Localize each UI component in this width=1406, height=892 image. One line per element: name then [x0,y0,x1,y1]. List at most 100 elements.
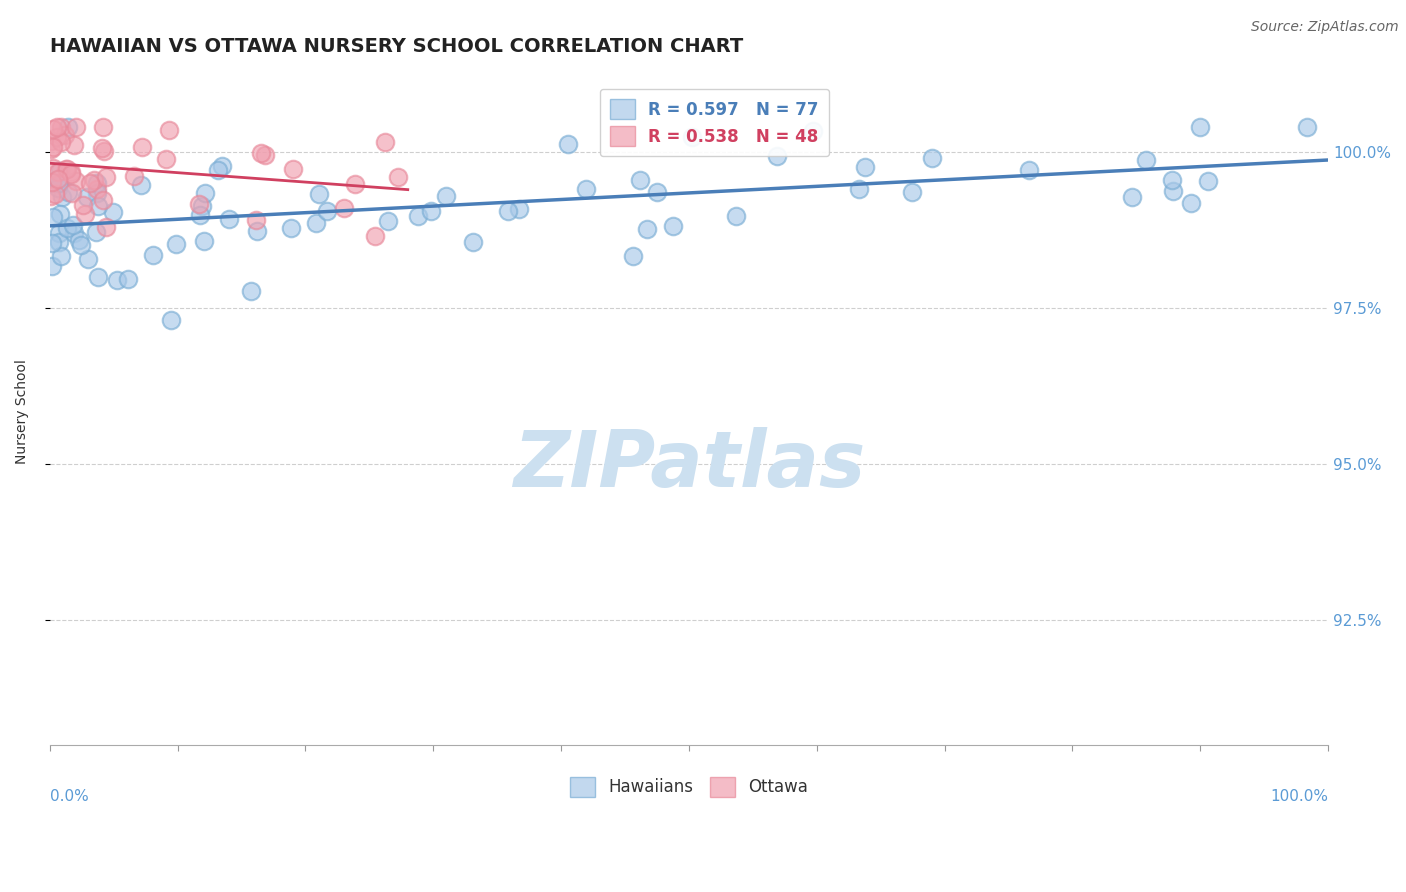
Point [131,139,153,153]
Legend: Hawaiians, Ottawa: Hawaiians, Ottawa [564,770,814,804]
Point [193,186,215,200]
Point [39,142,62,156]
Point [1018,163,1040,178]
Point [280,220,302,235]
Point [76,190,98,204]
Point [46,129,69,144]
Point [48,176,70,190]
Point [628,172,651,186]
Point [188,197,211,211]
Point [343,178,366,192]
Point [41,189,63,203]
Point [105,273,128,287]
Text: ZIPatlas: ZIPatlas [513,426,865,503]
Point [281,162,304,177]
Point [87,270,110,285]
Point [84,226,107,240]
Point [48,235,70,249]
Point [374,135,396,149]
Point [41,259,63,273]
Point [645,186,668,200]
Point [1180,196,1202,211]
Point [39,134,62,148]
Text: Source: ZipAtlas.com: Source: ZipAtlas.com [1251,20,1399,34]
Point [46,120,69,135]
Point [60,186,83,200]
Point [94,170,117,185]
Point [42,176,65,190]
Point [1121,190,1143,204]
Point [901,186,924,200]
Point [44,187,66,202]
Point [377,214,399,228]
Point [1161,185,1184,199]
Point [51,189,73,203]
Point [387,170,409,185]
Point [155,152,177,166]
Point [508,202,530,217]
Point [246,224,269,238]
Point [93,194,115,208]
Text: HAWAIIAN VS OTTAWA NURSERY SCHOOL CORRELATION CHART: HAWAIIAN VS OTTAWA NURSERY SCHOOL CORREL… [49,37,744,56]
Point [1296,120,1319,135]
Point [406,210,429,224]
Text: 100.0%: 100.0% [1270,789,1329,804]
Point [621,249,644,263]
Point [93,144,115,158]
Point [557,137,579,152]
Point [67,233,90,247]
Point [308,187,330,202]
Y-axis label: Nursery School: Nursery School [15,359,30,464]
Point [59,167,82,181]
Point [72,198,94,212]
Point [48,227,70,241]
Point [461,235,484,250]
Point [79,177,101,191]
Point [434,189,457,203]
Point [86,176,108,190]
Point [124,169,146,183]
Point [364,229,387,244]
Point [41,235,63,250]
Point [101,205,124,219]
Point [49,207,72,221]
Point [211,159,233,173]
Point [240,284,263,298]
Point [207,162,229,177]
Point [496,204,519,219]
Point [91,120,114,135]
Point [46,180,69,194]
Point [51,249,73,263]
Point [86,182,108,196]
Point [42,140,65,154]
Point [188,207,211,221]
Point [1188,120,1211,135]
Point [129,178,152,193]
Point [1135,153,1157,167]
Point [117,271,139,285]
Point [58,120,80,135]
Point [56,162,79,177]
Point [1197,174,1219,188]
Point [165,237,187,252]
Point [56,186,79,200]
Point [94,219,117,234]
Point [250,146,273,161]
Point [90,141,112,155]
Point [315,203,337,218]
Point [157,123,180,137]
Point [304,216,326,230]
Point [86,198,108,212]
Point [65,173,87,187]
Point [420,204,443,219]
Point [159,312,181,326]
Point [661,219,683,233]
Point [60,165,83,179]
Point [193,235,215,249]
Point [65,120,87,135]
Point [575,182,598,196]
Point [921,151,943,165]
Point [75,207,97,221]
Point [62,218,84,232]
Point [253,148,276,162]
